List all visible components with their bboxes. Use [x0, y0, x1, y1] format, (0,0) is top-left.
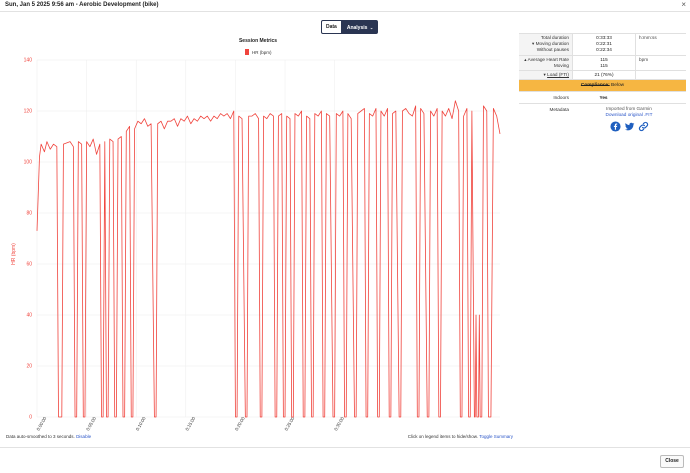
compliance-value: Below — [611, 83, 625, 89]
chart-title: Session Metrics — [239, 38, 277, 44]
avg-hr-value: 115 — [600, 56, 608, 62]
duration-unit: h:mm:ss — [635, 34, 686, 55]
toggle-summary-link[interactable]: Toggle Summary — [479, 434, 513, 439]
moving-duration-label-text: Moving duration — [535, 41, 569, 47]
metadata-label: Metadata — [549, 107, 569, 113]
view-tabs: Data Analysis ⌄ — [321, 20, 379, 34]
y-tick-label: 100 — [24, 160, 33, 166]
y-axis-label: HR (bpm) — [11, 243, 17, 265]
load-value: 21 (76%) — [572, 71, 635, 80]
x-tick-label: 0:25:00 — [284, 416, 296, 432]
hr-values: 115 115 — [572, 55, 635, 71]
title-bar: Sun, Jan 5 2025 9:56 am - Aerobic Develo… — [0, 0, 690, 12]
x-tick-label: 0:20:00 — [234, 416, 246, 432]
y-tick-label: 0 — [29, 415, 32, 421]
legend-note-text: Click on legend items to hide/show. — [407, 434, 479, 439]
x-tick-label: 0:30:00 — [333, 416, 345, 432]
legend-swatch[interactable] — [245, 49, 249, 55]
legend-label[interactable]: HR (bpm) — [252, 50, 272, 55]
duration-row: Total duration ▾ Moving duration Without… — [519, 33, 686, 55]
x-axis-ticks: 0:00:00 0:05:00 0:10:00 0:15:00 0:20:00 0:25:… — [36, 416, 346, 432]
metadata-value: Imported from Garmin Download original .… — [572, 106, 686, 132]
x-tick-label: 0:10:00 — [135, 416, 147, 432]
window-title: Sun, Jan 5 2025 9:56 am - Aerobic Develo… — [5, 2, 159, 8]
heart-rate-row: ▴ Average Heart Rate Moving 115 115 bpm — [519, 54, 686, 71]
facebook-icon[interactable] — [609, 121, 621, 132]
share-icons — [572, 121, 686, 132]
hr-chart-svg: Session Metrics HR (bpm) 0 20 40 60 80 100 120… — [11, 38, 501, 432]
y-tick-label: 80 — [26, 211, 32, 217]
avg-hr-label-text: Average Heart Rate — [527, 56, 569, 62]
hr-chart: Session Metrics HR (bpm) 0 20 40 60 80 100 120… — [0, 34, 515, 446]
moving-hr-label: Moving — [553, 62, 569, 68]
indoors-row: Indoors Yes — [519, 91, 686, 103]
imported-from: Imported from Garmin — [606, 106, 652, 112]
download-fit-link[interactable]: Download original .FIT — [605, 112, 653, 118]
metadata-row: Metadata Imported from Garmin Download o… — [519, 103, 686, 133]
compliance-label: Compliance: — [580, 83, 610, 89]
total-duration-label: Total duration — [540, 35, 569, 40]
without-pauses-label: Without pauses — [536, 47, 569, 53]
moving-duration-value: 0:22:31 — [596, 41, 612, 47]
smoothing-note-text: Data auto-smoothed to 3 seconds. — [6, 434, 75, 439]
smoothing-note: Data auto-smoothed to 3 seconds. Disable — [6, 434, 91, 439]
y-tick-label: 120 — [24, 109, 33, 115]
without-pauses-value: 0:22:34 — [596, 47, 612, 53]
avg-hr-label[interactable]: ▴ Average Heart Rate — [519, 57, 569, 63]
y-axis-ticks: 0 20 40 60 80 100 120 140 — [24, 58, 33, 421]
load-label[interactable]: ▾ Load (FTI) — [519, 71, 572, 80]
x-tick-label: 0:00:00 — [36, 416, 48, 432]
y-tick-label: 40 — [26, 313, 32, 319]
load-value-text: 21 (76%) — [594, 72, 614, 78]
tab-analysis-label: Analysis — [346, 25, 368, 31]
load-row: ▾ Load (FTI) 21 (76%) — [519, 70, 686, 80]
y-tick-label: 60 — [26, 262, 32, 268]
hr-unit: bpm — [635, 55, 686, 71]
chevron-down-icon: ▾ — [531, 41, 535, 47]
duration-unit-text: h:mm:ss — [639, 35, 657, 40]
moving-hr-value: 115 — [600, 62, 608, 68]
load-unit — [635, 71, 686, 80]
tab-analysis[interactable]: Analysis ⌄ — [341, 20, 379, 34]
legend-note: Click on legend items to hide/show. Togg… — [408, 434, 513, 439]
x-tick-label: 0:05:00 — [85, 416, 97, 432]
indoors-label: Indoors — [553, 95, 569, 101]
indoors-value: Yes — [599, 95, 608, 101]
x-tick-label: 0:15:00 — [184, 416, 196, 432]
hr-unit-text: bpm — [639, 56, 649, 62]
close-button[interactable]: Close — [660, 455, 684, 468]
link-icon[interactable] — [638, 121, 649, 132]
moving-duration-label[interactable]: ▾ Moving duration — [519, 41, 569, 47]
footer-divider — [0, 447, 690, 448]
compliance-banner: Compliance: Below — [519, 79, 686, 92]
duration-values: 0:33:33 0:22:31 0:22:34 — [572, 34, 635, 55]
disable-smoothing-link[interactable]: Disable — [76, 434, 92, 439]
total-duration-value: 0:33:33 — [596, 35, 612, 40]
summary-panel: Total duration ▾ Moving duration Without… — [519, 33, 686, 134]
load-label-text: Load (FTI) — [547, 72, 569, 78]
chevron-down-icon: ⌄ — [369, 25, 374, 30]
close-icon[interactable]: × — [681, 0, 686, 9]
hr-series-line — [36, 100, 501, 418]
chevron-up-icon: ▴ — [524, 56, 527, 62]
hr-labels: ▴ Average Heart Rate Moving — [519, 55, 572, 71]
y-tick-label: 140 — [24, 58, 33, 64]
duration-labels: Total duration ▾ Moving duration Without… — [519, 34, 572, 55]
tab-data[interactable]: Data — [321, 20, 342, 34]
twitter-icon[interactable] — [624, 121, 635, 132]
y-tick-label: 20 — [26, 364, 32, 370]
legend[interactable]: HR (bpm) — [245, 49, 272, 55]
chevron-down-icon: ▾ — [543, 72, 546, 78]
